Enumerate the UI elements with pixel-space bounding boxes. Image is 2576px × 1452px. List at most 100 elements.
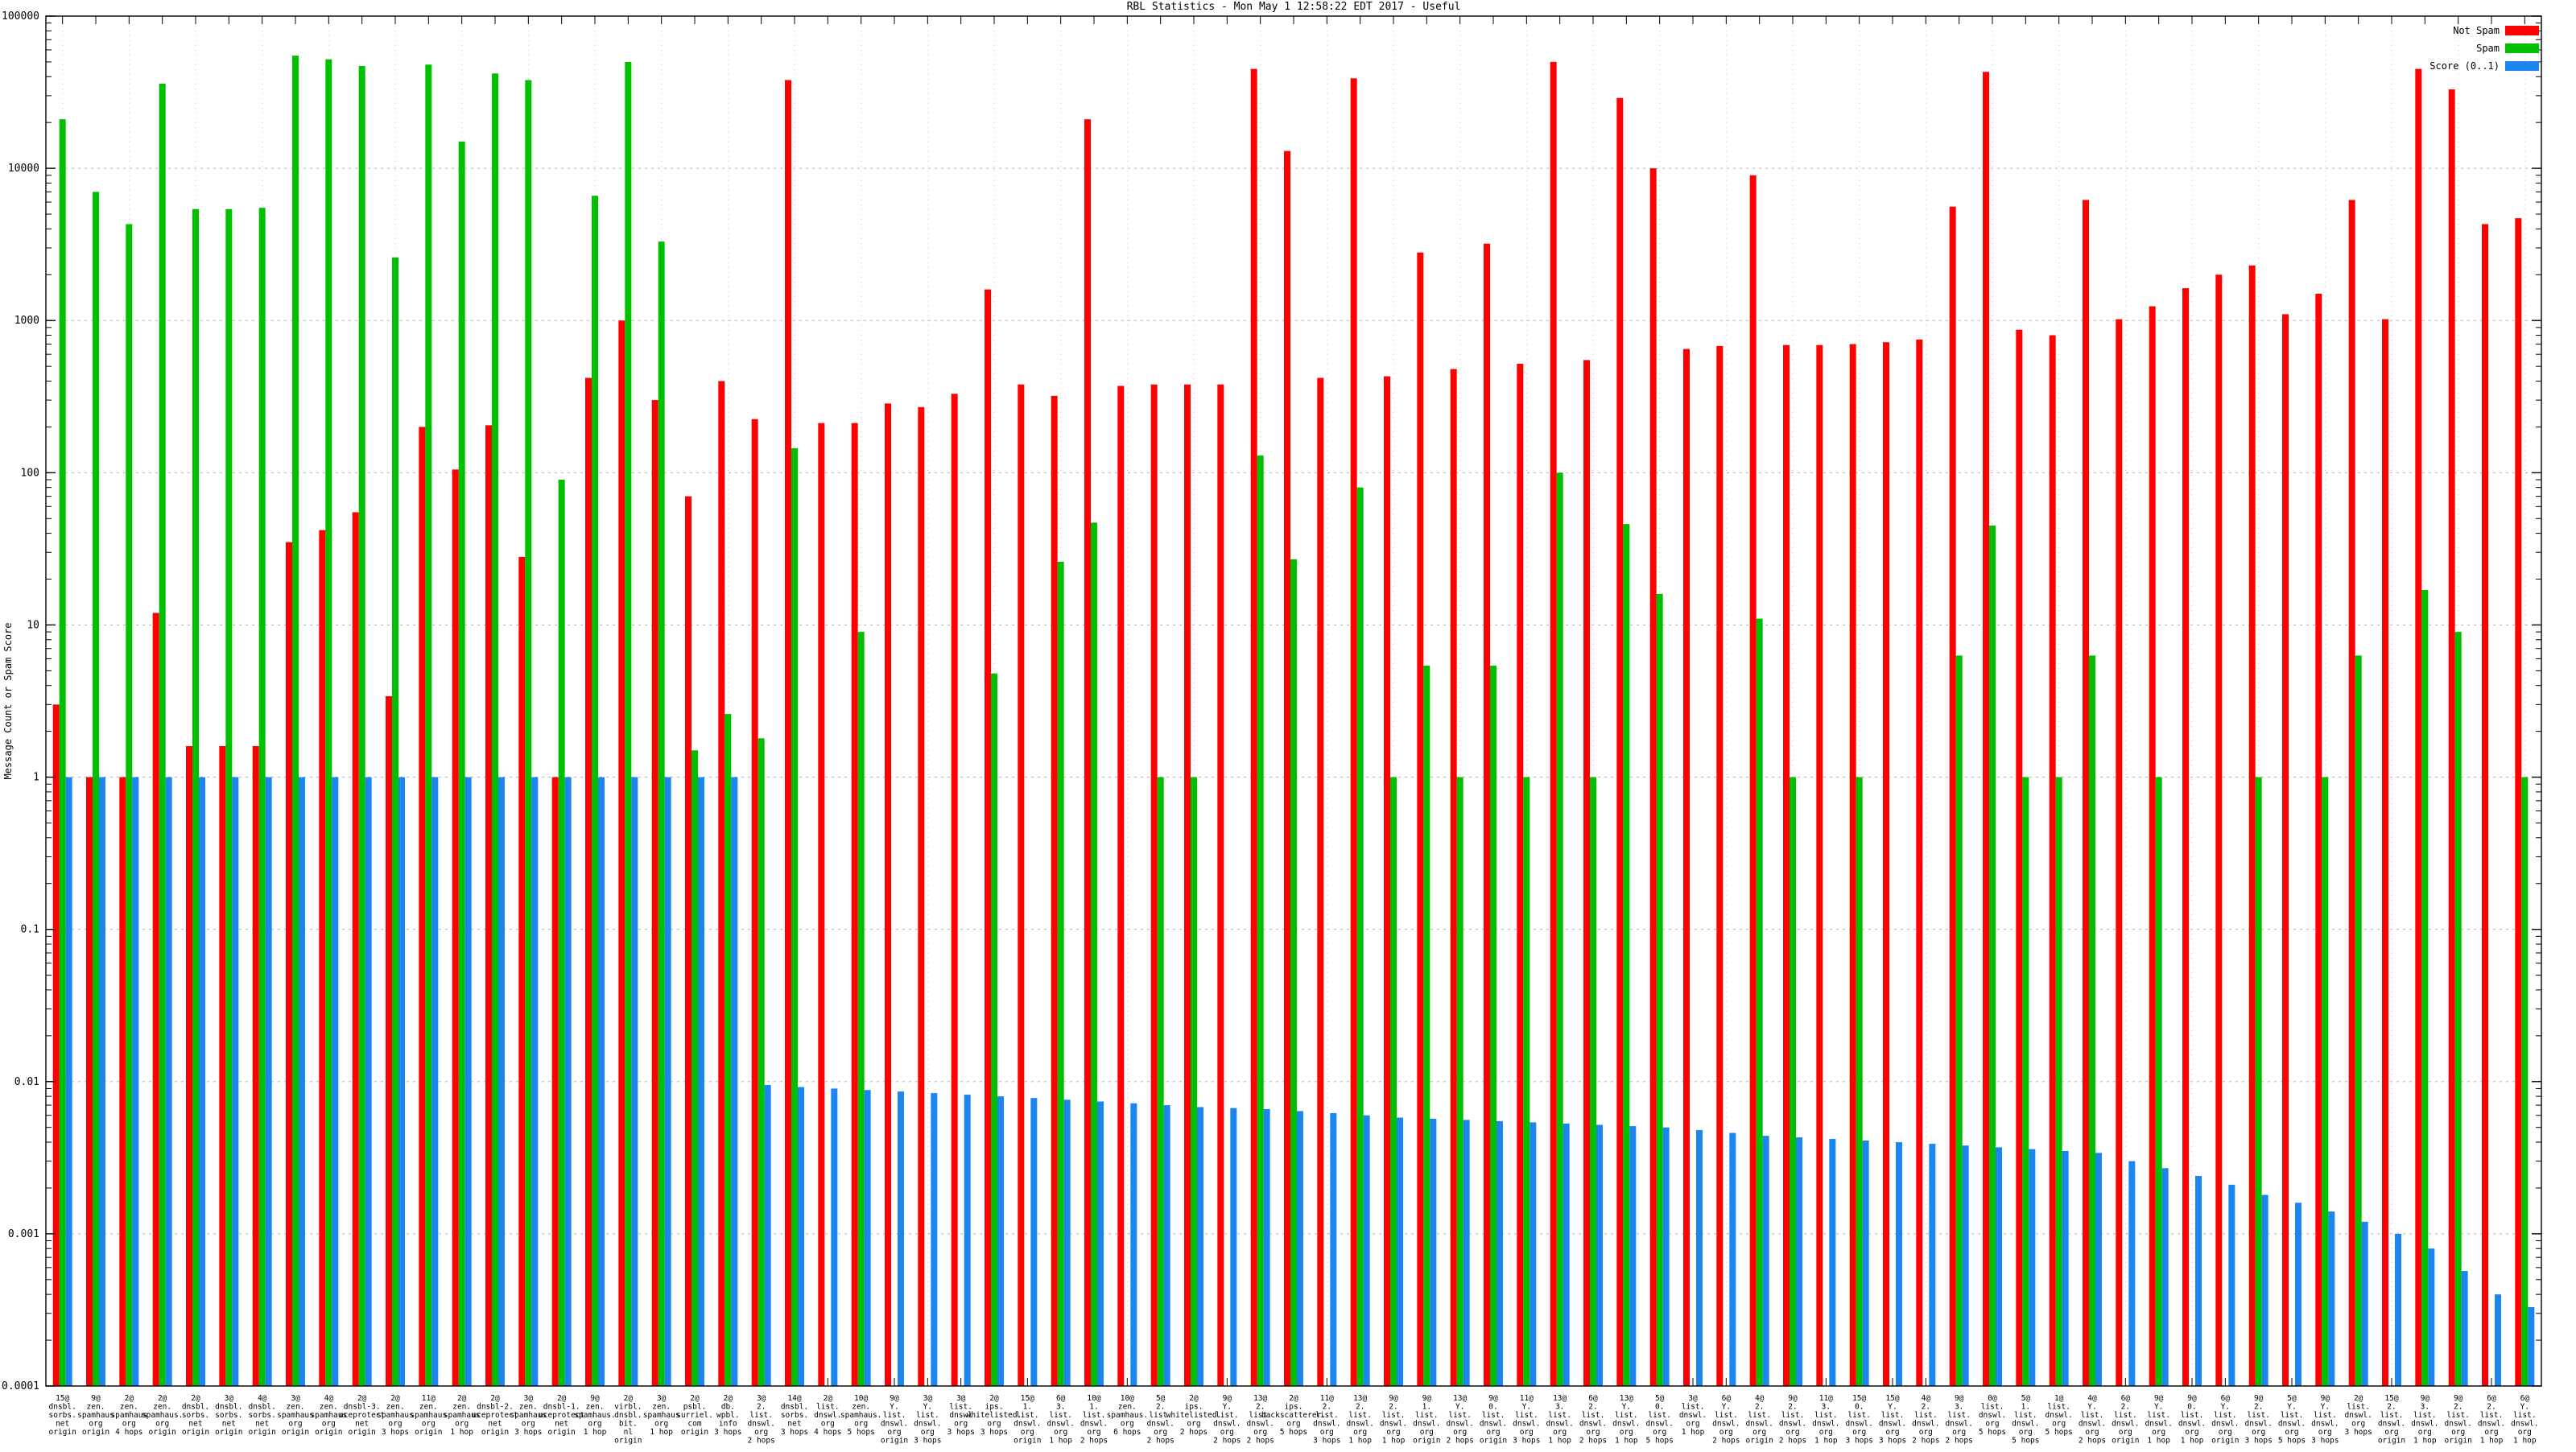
bar-spam: [625, 61, 632, 1387]
x-group-label: net: [555, 1420, 568, 1429]
legend-swatch-score: [2505, 61, 2539, 71]
bar-spam: [791, 448, 798, 1386]
bar-spam: [2255, 777, 2262, 1386]
bar-not-spam: [2382, 319, 2388, 1386]
x-group-label: ips.: [1285, 1403, 1303, 1412]
y-tick-label: 0.01: [14, 1076, 39, 1088]
x-group-label: org: [1453, 1428, 1467, 1437]
bar-score: [1862, 1141, 1869, 1386]
x-group-label: list.: [2413, 1411, 2437, 1420]
bar-score: [997, 1096, 1004, 1386]
x-group-label: org: [1752, 1428, 1766, 1437]
x-group-label: list.: [1682, 1403, 1705, 1412]
x-group-label: list.: [2214, 1411, 2237, 1420]
bar-score: [132, 777, 139, 1386]
x-group-label: 2@: [191, 1394, 200, 1403]
x-group-label: 2.: [2487, 1403, 2496, 1412]
x-group-label: 2 hops: [1779, 1437, 1806, 1446]
x-group-label: list.: [2314, 1411, 2337, 1420]
bar-spam: [325, 59, 332, 1387]
y-tick-label: 1: [33, 772, 39, 784]
x-group-label: list.: [2281, 1411, 2304, 1420]
x-group-label: 9@: [2421, 1394, 2430, 1403]
legend-label-not-spam: Not Spam: [2453, 25, 2500, 36]
x-group-label: org: [388, 1420, 402, 1429]
x-group-label: org: [1686, 1420, 1699, 1429]
bar-not-spam: [518, 556, 526, 1387]
chart-title: RBL Statistics - Mon May 1 12:58:22 EDT …: [1127, 1, 1461, 13]
x-group-label: org: [122, 1420, 136, 1429]
x-group-label: bit.: [619, 1420, 638, 1429]
bar-not-spam: [252, 745, 259, 1386]
x-group-label: 9@: [1389, 1394, 1398, 1403]
bar-not-spam: [785, 80, 791, 1387]
x-group-label: dnswl.: [1612, 1420, 1640, 1429]
bar-spam: [2355, 655, 2362, 1386]
x-group-label: 6@: [2121, 1394, 2131, 1403]
bar-not-spam: [1417, 252, 1424, 1386]
x-group-label: origin: [2445, 1437, 2472, 1446]
bar-not-spam: [1983, 72, 1989, 1386]
x-group-label: 4 hops: [115, 1428, 142, 1437]
bar-spam: [991, 673, 997, 1386]
x-group-label: 1.: [1089, 1403, 1098, 1412]
x-group-label: dnsbl-2.: [477, 1403, 514, 1412]
x-group-label: org: [2185, 1428, 2198, 1437]
x-group-label: ips.: [985, 1403, 1004, 1412]
x-group-label: 9@: [2154, 1394, 2164, 1403]
x-group-label: 0.: [1655, 1403, 1664, 1412]
x-group-label: origin: [881, 1437, 908, 1446]
x-group-label: spamhaus: [377, 1411, 414, 1420]
x-group-label: list.: [1149, 1411, 1172, 1420]
bar-score: [1063, 1099, 1071, 1386]
x-group-label: list.: [1715, 1411, 1738, 1420]
y-tick-label: 0.1: [21, 924, 39, 936]
x-group-label: 0@: [1988, 1394, 1997, 1403]
x-group-label: 3@: [657, 1394, 667, 1403]
y-axis-label: Message Count or Spam Score: [2, 622, 14, 779]
x-group-label: 1 hop: [1814, 1437, 1838, 1446]
x-group-label: 1 hop: [1615, 1437, 1638, 1446]
x-group-label: 4@: [324, 1394, 334, 1403]
x-group-label: 2 hops: [1447, 1437, 1474, 1446]
bar-score: [498, 777, 505, 1386]
x-group-label: dnswl.: [2178, 1420, 2206, 1429]
x-group-label: org: [2418, 1428, 2432, 1437]
bar-not-spam: [885, 403, 891, 1386]
x-group-label: zen.: [320, 1403, 338, 1412]
bar-not-spam: [1550, 61, 1557, 1387]
x-group-label: dnswl.: [1812, 1420, 1839, 1429]
x-group-label: org: [422, 1420, 436, 1429]
bar-not-spam: [1649, 168, 1657, 1387]
x-group-label: 5 hops: [1280, 1428, 1307, 1437]
bar-spam: [1590, 777, 1596, 1386]
legend-label-spam: Spam: [2476, 43, 2500, 54]
bar-score: [332, 777, 339, 1386]
x-group-label: 5@: [2287, 1394, 2297, 1403]
x-group-label: 15@: [1885, 1394, 1899, 1403]
x-group-label: dnsbl.: [781, 1403, 808, 1412]
x-group-label: org: [1353, 1428, 1367, 1437]
x-group-label: Y.: [1522, 1403, 1531, 1412]
x-group-label: list.: [916, 1411, 939, 1420]
x-group-label: sorbs.: [49, 1411, 76, 1420]
bar-not-spam: [1450, 369, 1457, 1386]
x-group-label: dnswl.: [2145, 1420, 2173, 1429]
x-group-label: list.: [1748, 1411, 1771, 1420]
x-group-label: Y.: [890, 1403, 898, 1412]
bar-not-spam: [685, 496, 691, 1387]
x-group-label: list.: [949, 1403, 972, 1412]
x-group-label: sorbs.: [249, 1411, 276, 1420]
x-group-label: 13@: [1553, 1394, 1567, 1403]
bar-not-spam: [1184, 384, 1191, 1386]
bar-score: [964, 1095, 971, 1386]
x-group-label: 13@: [1453, 1394, 1467, 1403]
x-group-label: org: [522, 1420, 535, 1429]
x-group-label: dnswl.: [1979, 1411, 2006, 1420]
bar-spam: [2454, 632, 2462, 1386]
x-group-label: origin: [282, 1428, 309, 1437]
x-group-label: zen.: [452, 1403, 471, 1412]
bar-score: [1197, 1107, 1203, 1386]
x-group-label: 1 hop: [650, 1428, 673, 1437]
